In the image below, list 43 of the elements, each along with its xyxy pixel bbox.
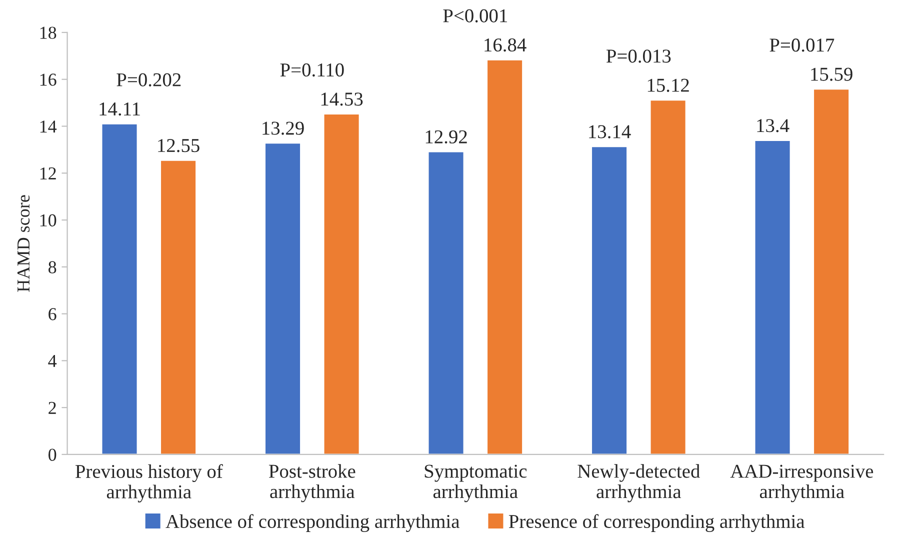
bar	[590, 146, 628, 454]
data-label: 13.14	[589, 125, 631, 138]
bar	[486, 58, 524, 454]
annotation: P=0.202	[116, 73, 181, 86]
x-tick-label: Newly-detected arrhythmia	[578, 464, 700, 502]
data-label: 14.53	[321, 92, 363, 106]
x-tick-label: Previous history of arrhythmia	[75, 464, 223, 502]
y-tick-label: 18	[40, 26, 56, 39]
y-tick-label: 4	[48, 355, 57, 367]
annotation: P=0.013	[606, 50, 671, 63]
data-label: 15.12	[648, 78, 689, 92]
y-tick-label: 8	[48, 261, 56, 274]
data-label: 15.59	[811, 68, 852, 81]
data-label: 14.11	[100, 102, 140, 116]
x-tick-label: AAD-irresponsive arrhythmia	[730, 464, 874, 502]
y-tick-label: 6	[48, 308, 56, 320]
bar	[754, 140, 792, 454]
annotation: P=0.110	[280, 63, 344, 77]
bar	[264, 142, 302, 454]
y-tick-label: 14	[40, 120, 57, 132]
legend-label: Presence of corresponding arrhythmia	[508, 514, 805, 532]
data-label: 13.29	[262, 122, 304, 135]
y-tick-label: 16	[40, 74, 56, 86]
bar	[100, 122, 138, 454]
y-tick-label: 12	[40, 167, 56, 180]
x-tick-label: Post-stroke arrhythmia	[268, 464, 356, 502]
annotation: P=0.017	[770, 38, 834, 52]
y-tick-label: 10	[40, 214, 56, 226]
y-axis-title: HAMD score	[17, 195, 30, 292]
bar	[649, 99, 687, 454]
y-tick-label: 2	[48, 402, 56, 414]
text: P<0.001	[443, 9, 508, 22]
bar	[427, 150, 465, 454]
data-label: 16.84	[484, 38, 526, 52]
y-tick-label: 0	[48, 448, 56, 461]
data-label: 12.55	[158, 139, 200, 152]
legend-label: Absence of corresponding arrhythmia	[166, 514, 460, 532]
data-label: 12.92	[426, 130, 467, 144]
data-label: 13.4	[757, 119, 790, 132]
x-tick-label: Symptomatic arrhythmia	[424, 464, 527, 502]
bar	[322, 113, 360, 454]
bar	[812, 88, 850, 454]
bar	[160, 160, 197, 454]
